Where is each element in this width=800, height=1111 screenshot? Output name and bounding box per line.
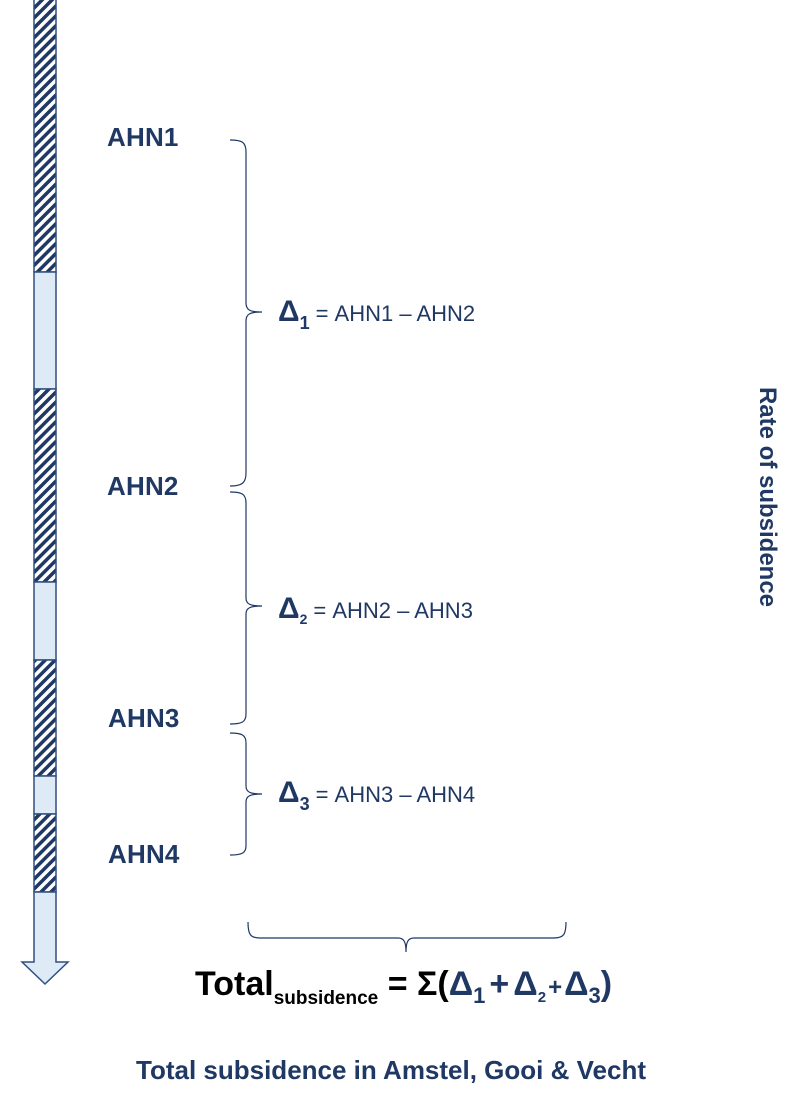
delta-formula: = AHN3 – AHN4 <box>315 782 476 807</box>
delta-formula: = AHN2 – AHN3 <box>313 598 473 623</box>
delta-index: 2 <box>299 611 308 627</box>
time-bar <box>20 0 70 986</box>
formula-delta-2: Δ <box>513 965 538 1003</box>
formula-plus: + <box>489 965 510 1003</box>
total-subsidence-formula: Totalsubsidence = Σ(Δ1 + Δ2+Δ3) <box>195 965 613 1009</box>
epoch-label-ahn4: AHN4 <box>108 839 180 869</box>
formula-plus: + <box>548 974 563 1001</box>
rate-of-subsidence-label: Rate of subsidence <box>754 386 781 608</box>
delta-index: 3 <box>299 794 310 814</box>
delta-index: 1 <box>299 313 310 333</box>
formula-delta-3-index: 3 <box>588 983 601 1008</box>
time-bar-hatched-segment <box>33 388 57 583</box>
time-arrow-head <box>20 891 70 986</box>
brace-group <box>229 139 567 953</box>
epoch-label-ahn2: AHN2 <box>107 471 179 501</box>
time-bar-plain-segment <box>33 775 57 815</box>
delta-2-expression: Δ2 = AHN2 – AHN3 <box>278 592 473 627</box>
formula-total-subscript: subsidence <box>273 988 379 1009</box>
caption-title: Total subsidence in Amstel, Gooi & Vecht <box>136 1055 646 1085</box>
time-bar-hatched-segment <box>33 813 57 893</box>
delta-3-expression: Δ3 = AHN3 – AHN4 <box>278 776 476 814</box>
delta-1-expression: Δ1 = AHN1 – AHN2 <box>278 295 476 333</box>
epoch-label-ahn1: AHN1 <box>107 122 179 152</box>
brace-delta-1 <box>229 139 263 487</box>
formula-delta-2-index: 2 <box>537 989 547 1006</box>
delta-formula: = AHN1 – AHN2 <box>315 301 476 326</box>
time-bar-plain-segment <box>33 581 57 661</box>
formula-close-paren: ) <box>600 965 613 1003</box>
delta-symbol: Δ <box>278 295 300 328</box>
brace-delta-3 <box>229 732 263 856</box>
delta-symbol: Δ <box>278 776 300 809</box>
formula-equals-sigma: = Σ( <box>378 965 449 1003</box>
formula-delta-3: Δ <box>564 965 589 1003</box>
delta-symbol: Δ <box>278 592 300 625</box>
formula-total-word: Total <box>195 965 274 1003</box>
time-bar-hatched-segment <box>33 0 57 273</box>
epoch-label-ahn3: AHN3 <box>108 703 180 733</box>
time-bar-hatched-segment <box>33 659 57 777</box>
time-bar-plain-segment <box>33 271 57 390</box>
formula-delta-1: Δ <box>448 965 474 1003</box>
formula-delta-1-index: 1 <box>473 983 486 1008</box>
brace-delta-2 <box>229 491 263 725</box>
brace-total <box>247 921 567 953</box>
